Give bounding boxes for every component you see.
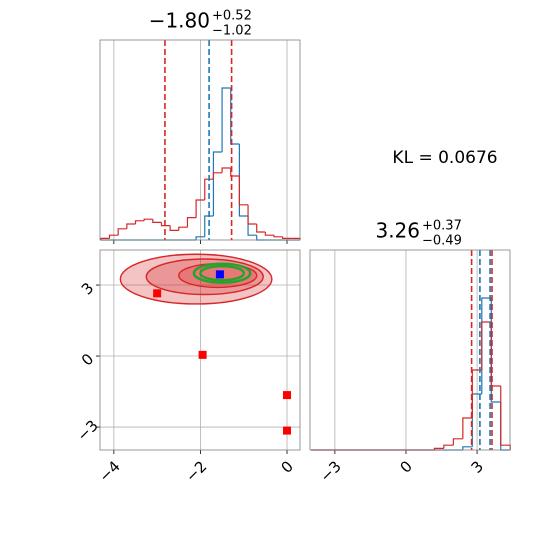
histogram-step [500, 402, 511, 451]
histogram-step [126, 223, 136, 229]
histogram-step [212, 151, 223, 216]
title-upper: +0.52 [212, 9, 252, 24]
histogram-step [221, 87, 231, 152]
contour [199, 264, 245, 282]
x-tick-label: 0 [397, 457, 416, 476]
x-tick-label: −3 [317, 457, 345, 485]
point [283, 391, 292, 400]
histogram-step [230, 168, 240, 177]
axes-frame [309, 249, 511, 451]
histogram-step [178, 226, 188, 231]
point [215, 270, 224, 279]
histogram-step [152, 219, 162, 223]
histogram-step [462, 417, 473, 439]
histogram-step [433, 447, 444, 450]
x-tick-label: −4 [95, 457, 123, 485]
panel-title: −1.80 [149, 9, 210, 33]
histogram-step [256, 224, 266, 233]
histogram-step [134, 220, 145, 224]
contour [192, 262, 252, 284]
x-tick-label: 3 [468, 457, 487, 476]
histogram-step [212, 172, 223, 180]
histogram-step [204, 178, 214, 200]
histogram-step [230, 88, 240, 145]
x-tick-label: 0 [278, 457, 297, 476]
contours [119, 253, 292, 435]
panel: −3 0 3 3.26 +0.37−0.49 KL = 0.0676 [309, 148, 511, 486]
histogram-step [100, 237, 110, 240]
title-upper: +0.37 [422, 219, 462, 234]
panel-title: 3.26 [375, 219, 420, 243]
histogram-step [204, 215, 214, 237]
histogram-step [462, 446, 473, 450]
histogram-step [143, 218, 153, 221]
histogram-step [256, 235, 266, 241]
histogram-step [195, 199, 205, 218]
point [198, 350, 207, 359]
axes-frame [99, 249, 301, 451]
histogram-step [481, 321, 492, 370]
histogram-step [169, 225, 179, 231]
y-tick-label: 0 [78, 350, 97, 369]
histogram-step [186, 217, 197, 228]
histogram-step [443, 444, 454, 449]
point [283, 426, 292, 435]
x-tick-label: −2 [182, 457, 210, 485]
axes-frame [99, 39, 301, 241]
histogram-step [273, 235, 283, 238]
histogram-step [221, 167, 231, 173]
title-lower: −0.49 [422, 234, 462, 249]
histogram-step [238, 144, 249, 217]
point [153, 289, 162, 298]
histogram-step [160, 222, 171, 227]
histogram-step [264, 232, 275, 236]
y-tick-label: 3 [78, 279, 97, 298]
histogram-step [117, 228, 127, 236]
panel: −4 −2 0 −3 0 3 [73, 249, 301, 486]
histogram-step [108, 234, 119, 239]
histogram-step [500, 386, 511, 450]
histogram-step [238, 176, 249, 206]
histogram-step [195, 236, 205, 240]
panel: −1.80 +0.52−1.02 [99, 9, 301, 244]
histogram-step [247, 216, 257, 236]
annotation: KL = 0.0676 [392, 148, 497, 168]
histogram-step [247, 204, 257, 225]
histogram-step [452, 438, 463, 446]
title-lower: −1.02 [212, 24, 252, 39]
y-tick-label: −3 [73, 417, 101, 445]
histogram-step [282, 236, 292, 239]
